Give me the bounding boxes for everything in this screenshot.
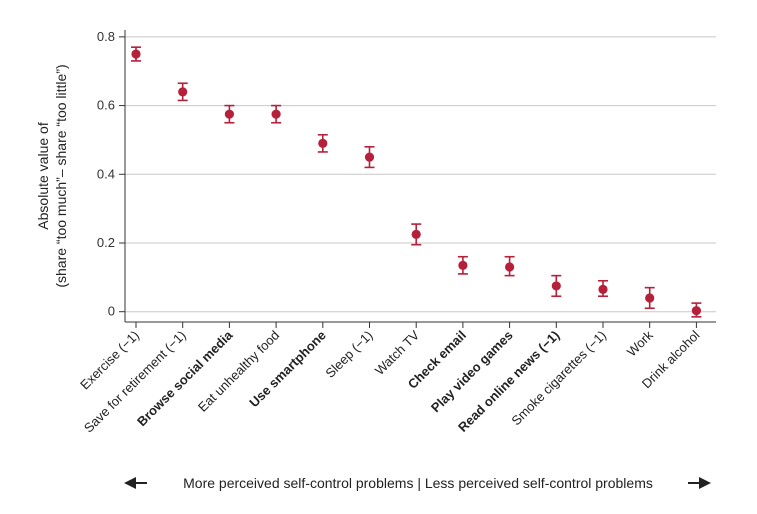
x-axis: Exercise (−1)Save for retirement (−1)Bro… [77, 321, 716, 435]
x-axis-title: More perceived self-control problems | L… [124, 475, 711, 491]
data-point [318, 138, 328, 148]
data-point [598, 284, 608, 294]
left-arrow-icon [124, 477, 136, 489]
y-tick-label: 0 [108, 304, 115, 319]
y-tick-label: 0.8 [97, 29, 115, 44]
y-tick-label: 0.6 [97, 98, 115, 113]
data-point [364, 152, 375, 162]
data-point [411, 229, 421, 239]
y-axis-title-line1: Absolute value of [35, 122, 51, 230]
data-point [691, 306, 702, 316]
gridlines [125, 36, 716, 313]
y-axis-title-line2: (share “too much”– share “too little”) [53, 64, 69, 287]
y-axis-title: Absolute value of (share “too much”– shar… [35, 64, 69, 287]
data-point [645, 293, 655, 303]
y-axis: 0 0.2 0.4 0.6 0.8 [97, 29, 126, 322]
data-point [178, 87, 188, 97]
x-tick-label: Smoke cigarettes (−1) [508, 328, 609, 429]
y-tick-label: 0.2 [97, 235, 115, 250]
right-arrow-icon [699, 477, 711, 489]
x-tick-label: Sleep (−1) [322, 328, 375, 381]
x-axis-title-text: More perceived self-control problems | L… [183, 475, 653, 491]
data-point [224, 109, 234, 119]
data-point [458, 260, 468, 270]
x-tick-label: Work [624, 327, 656, 359]
data-point [551, 281, 561, 291]
data-point [131, 49, 141, 59]
x-tick-label: Eat unhealthy food [195, 328, 282, 415]
data-point [271, 109, 281, 119]
x-tick-label: Play video games [428, 328, 516, 416]
y-tick-label: 0.4 [97, 166, 115, 181]
data-points [131, 46, 702, 318]
data-point [505, 262, 515, 272]
